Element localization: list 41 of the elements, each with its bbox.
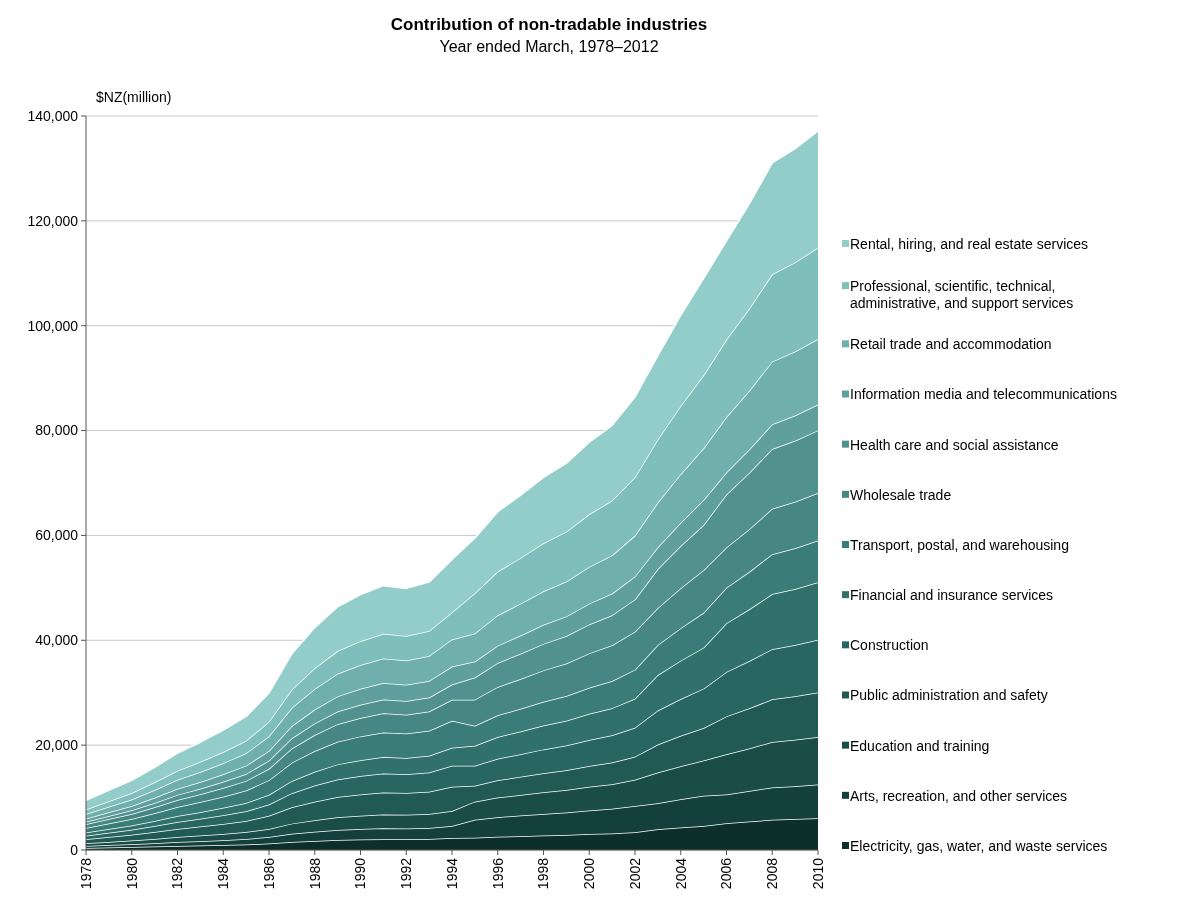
x-tick-label: 1988 [306,857,323,890]
x-tick-label: 2002 [626,857,643,890]
legend-label: Retail trade and accommodation [850,336,1052,353]
legend-label: Electricity, gas, water, and waste services [850,837,1108,854]
x-tick-label: 1986 [260,857,277,890]
legend-label: Professional, scientific, technical, administrative, and support services [850,278,1074,311]
y-tick-label: 120,000 [27,212,79,229]
x-tick-label: 1996 [489,857,506,890]
legend-label: Rental, hiring, and real estate services [850,235,1089,252]
x-tick-label: 1980 [123,857,140,890]
y-tick-label: 60,000 [35,527,79,544]
legend-label: Health care and social assistance [850,436,1059,453]
legend-label: Financial and insurance services [850,587,1054,604]
y-tick-label: 100,000 [27,317,79,334]
y-tick-label: 140,000 [27,107,79,124]
chart-title: Contribution of non-tradable industries [390,15,708,34]
x-tick-label: 1978 [77,857,94,890]
x-tick-label: 1990 [352,857,369,890]
legend-label: Construction [850,637,929,654]
x-tick-label: 2000 [581,857,598,890]
x-tick-label: 1992 [398,857,415,890]
legend-label: Transport, postal, and warehousing [850,536,1069,553]
legend-label: Information media and telecommunications [850,386,1117,403]
y-tick-label: 80,000 [35,422,79,439]
legend-label: Public administration and safety [850,687,1048,704]
x-tick-label: 2008 [764,857,781,890]
x-tick-label: 2006 [718,857,735,890]
x-tick-label: 1994 [443,857,460,890]
y-tick-label: 0 [70,841,79,858]
chart-subtitle: Year ended March, 1978–2012 [439,38,659,55]
legend-label: Wholesale trade [850,486,952,503]
x-tick-label: 1982 [169,857,186,890]
x-tick-label: 2004 [672,857,689,890]
y-axis-title: $NZ(million) [96,89,172,105]
legend-label: Arts, recreation, and other services [850,787,1068,804]
legend-label: Education and training [850,737,990,754]
x-tick-label: 2010 [809,857,826,890]
y-tick-label: 20,000 [35,737,79,754]
x-tick-label: 1984 [215,857,232,890]
x-tick-label: 1998 [535,857,552,890]
y-tick-label: 40,000 [35,632,79,649]
